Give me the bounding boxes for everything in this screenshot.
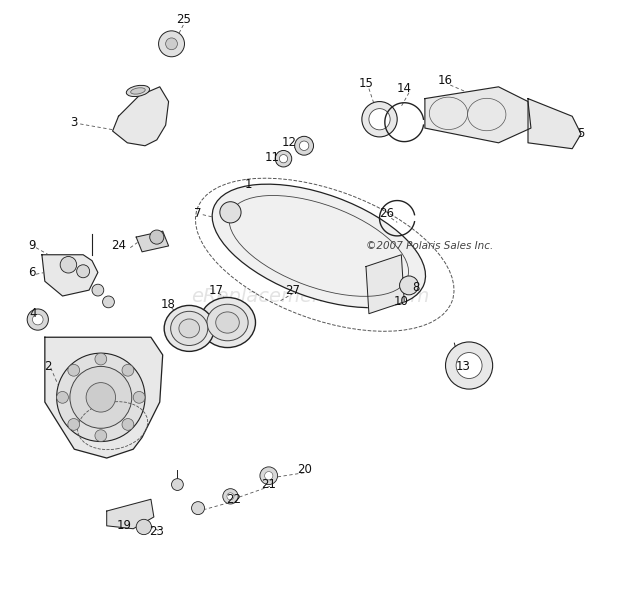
Ellipse shape xyxy=(56,353,145,442)
Circle shape xyxy=(133,391,145,403)
Text: 21: 21 xyxy=(261,478,277,491)
Text: 8: 8 xyxy=(412,281,420,294)
Ellipse shape xyxy=(170,311,208,346)
Text: 26: 26 xyxy=(379,207,394,220)
Circle shape xyxy=(220,202,241,223)
Text: 1: 1 xyxy=(244,178,252,191)
Circle shape xyxy=(122,419,134,430)
Polygon shape xyxy=(42,255,98,296)
Circle shape xyxy=(446,342,493,389)
Circle shape xyxy=(68,419,79,430)
Circle shape xyxy=(227,493,234,500)
Circle shape xyxy=(172,479,184,490)
Polygon shape xyxy=(425,87,531,143)
Text: 16: 16 xyxy=(438,75,453,88)
Circle shape xyxy=(136,519,151,535)
Circle shape xyxy=(299,141,309,150)
Text: 13: 13 xyxy=(456,360,471,373)
Circle shape xyxy=(265,472,273,480)
Circle shape xyxy=(456,353,482,378)
Circle shape xyxy=(166,38,177,50)
Text: 2: 2 xyxy=(44,360,51,373)
Text: 15: 15 xyxy=(358,78,373,91)
Circle shape xyxy=(68,364,79,376)
Text: 27: 27 xyxy=(285,284,300,297)
Text: 20: 20 xyxy=(297,464,311,477)
Text: 23: 23 xyxy=(149,525,164,538)
Polygon shape xyxy=(528,99,581,149)
Polygon shape xyxy=(45,337,162,458)
Text: 17: 17 xyxy=(208,284,223,297)
Circle shape xyxy=(362,102,397,137)
Polygon shape xyxy=(366,255,404,314)
Ellipse shape xyxy=(126,85,149,96)
Text: 3: 3 xyxy=(71,115,78,128)
Text: 4: 4 xyxy=(29,307,37,320)
Text: 24: 24 xyxy=(111,239,126,252)
Text: 5: 5 xyxy=(577,127,585,140)
Ellipse shape xyxy=(86,382,115,412)
Circle shape xyxy=(32,314,43,325)
Circle shape xyxy=(260,467,278,484)
Ellipse shape xyxy=(179,319,200,338)
Ellipse shape xyxy=(200,297,255,348)
Text: ©2007 Polaris Sales Inc.: ©2007 Polaris Sales Inc. xyxy=(366,241,494,251)
Ellipse shape xyxy=(131,88,145,94)
Polygon shape xyxy=(136,231,169,252)
Circle shape xyxy=(399,276,419,295)
Polygon shape xyxy=(107,499,154,529)
Text: 19: 19 xyxy=(117,519,132,532)
Circle shape xyxy=(280,155,288,163)
Circle shape xyxy=(102,296,114,308)
Circle shape xyxy=(92,284,104,296)
Circle shape xyxy=(95,353,107,365)
Text: 7: 7 xyxy=(194,207,202,220)
Circle shape xyxy=(27,309,48,330)
Circle shape xyxy=(150,230,164,244)
Text: 14: 14 xyxy=(397,82,412,95)
Circle shape xyxy=(223,488,238,504)
Text: 22: 22 xyxy=(226,493,241,506)
Text: 25: 25 xyxy=(176,12,191,25)
Circle shape xyxy=(77,265,90,278)
Text: 9: 9 xyxy=(28,239,35,252)
Text: 6: 6 xyxy=(28,266,35,279)
Circle shape xyxy=(60,256,77,273)
Circle shape xyxy=(369,108,390,130)
Text: 18: 18 xyxy=(161,298,176,311)
Polygon shape xyxy=(113,87,169,146)
Circle shape xyxy=(95,430,107,442)
Circle shape xyxy=(122,364,134,376)
Circle shape xyxy=(56,391,68,403)
Ellipse shape xyxy=(216,312,239,333)
Circle shape xyxy=(275,150,292,167)
Ellipse shape xyxy=(70,366,132,428)
Circle shape xyxy=(294,136,314,155)
Text: 11: 11 xyxy=(264,151,279,164)
Ellipse shape xyxy=(207,304,248,341)
Circle shape xyxy=(159,31,185,57)
Ellipse shape xyxy=(212,184,425,308)
Circle shape xyxy=(192,501,205,514)
Ellipse shape xyxy=(164,305,215,352)
Text: 12: 12 xyxy=(282,136,297,149)
Text: eReplacementParts.com: eReplacementParts.com xyxy=(191,287,429,305)
Text: 10: 10 xyxy=(394,295,409,308)
